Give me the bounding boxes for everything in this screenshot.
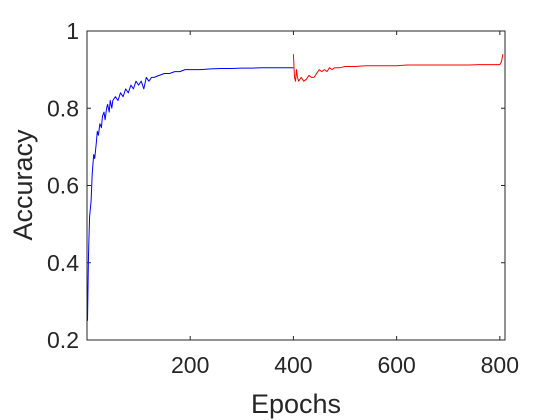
- y-tick-label: 0.4: [47, 250, 79, 276]
- x-tick-label: 600: [377, 352, 415, 378]
- x-tick-label: 400: [274, 352, 312, 378]
- y-axis-label: Accuracy: [8, 129, 38, 241]
- x-axis-ticks: 200 400 600 800: [171, 31, 519, 378]
- y-tick-label: 1: [66, 18, 79, 44]
- series-line-2: [292, 54, 504, 82]
- x-tick-label: 800: [481, 352, 519, 378]
- x-axis-label: Epochs: [251, 389, 341, 419]
- y-axis-ticks: 0.2 0.4 0.6 0.8 1: [47, 18, 505, 353]
- series-line-1: [87, 67, 294, 321]
- y-tick-label: 0.2: [47, 327, 79, 353]
- series-layer: [87, 54, 504, 321]
- plot-area: [86, 30, 506, 341]
- x-tick-label: 200: [171, 352, 209, 378]
- y-tick-label: 0.8: [47, 95, 79, 121]
- y-tick-label: 0.6: [47, 173, 79, 199]
